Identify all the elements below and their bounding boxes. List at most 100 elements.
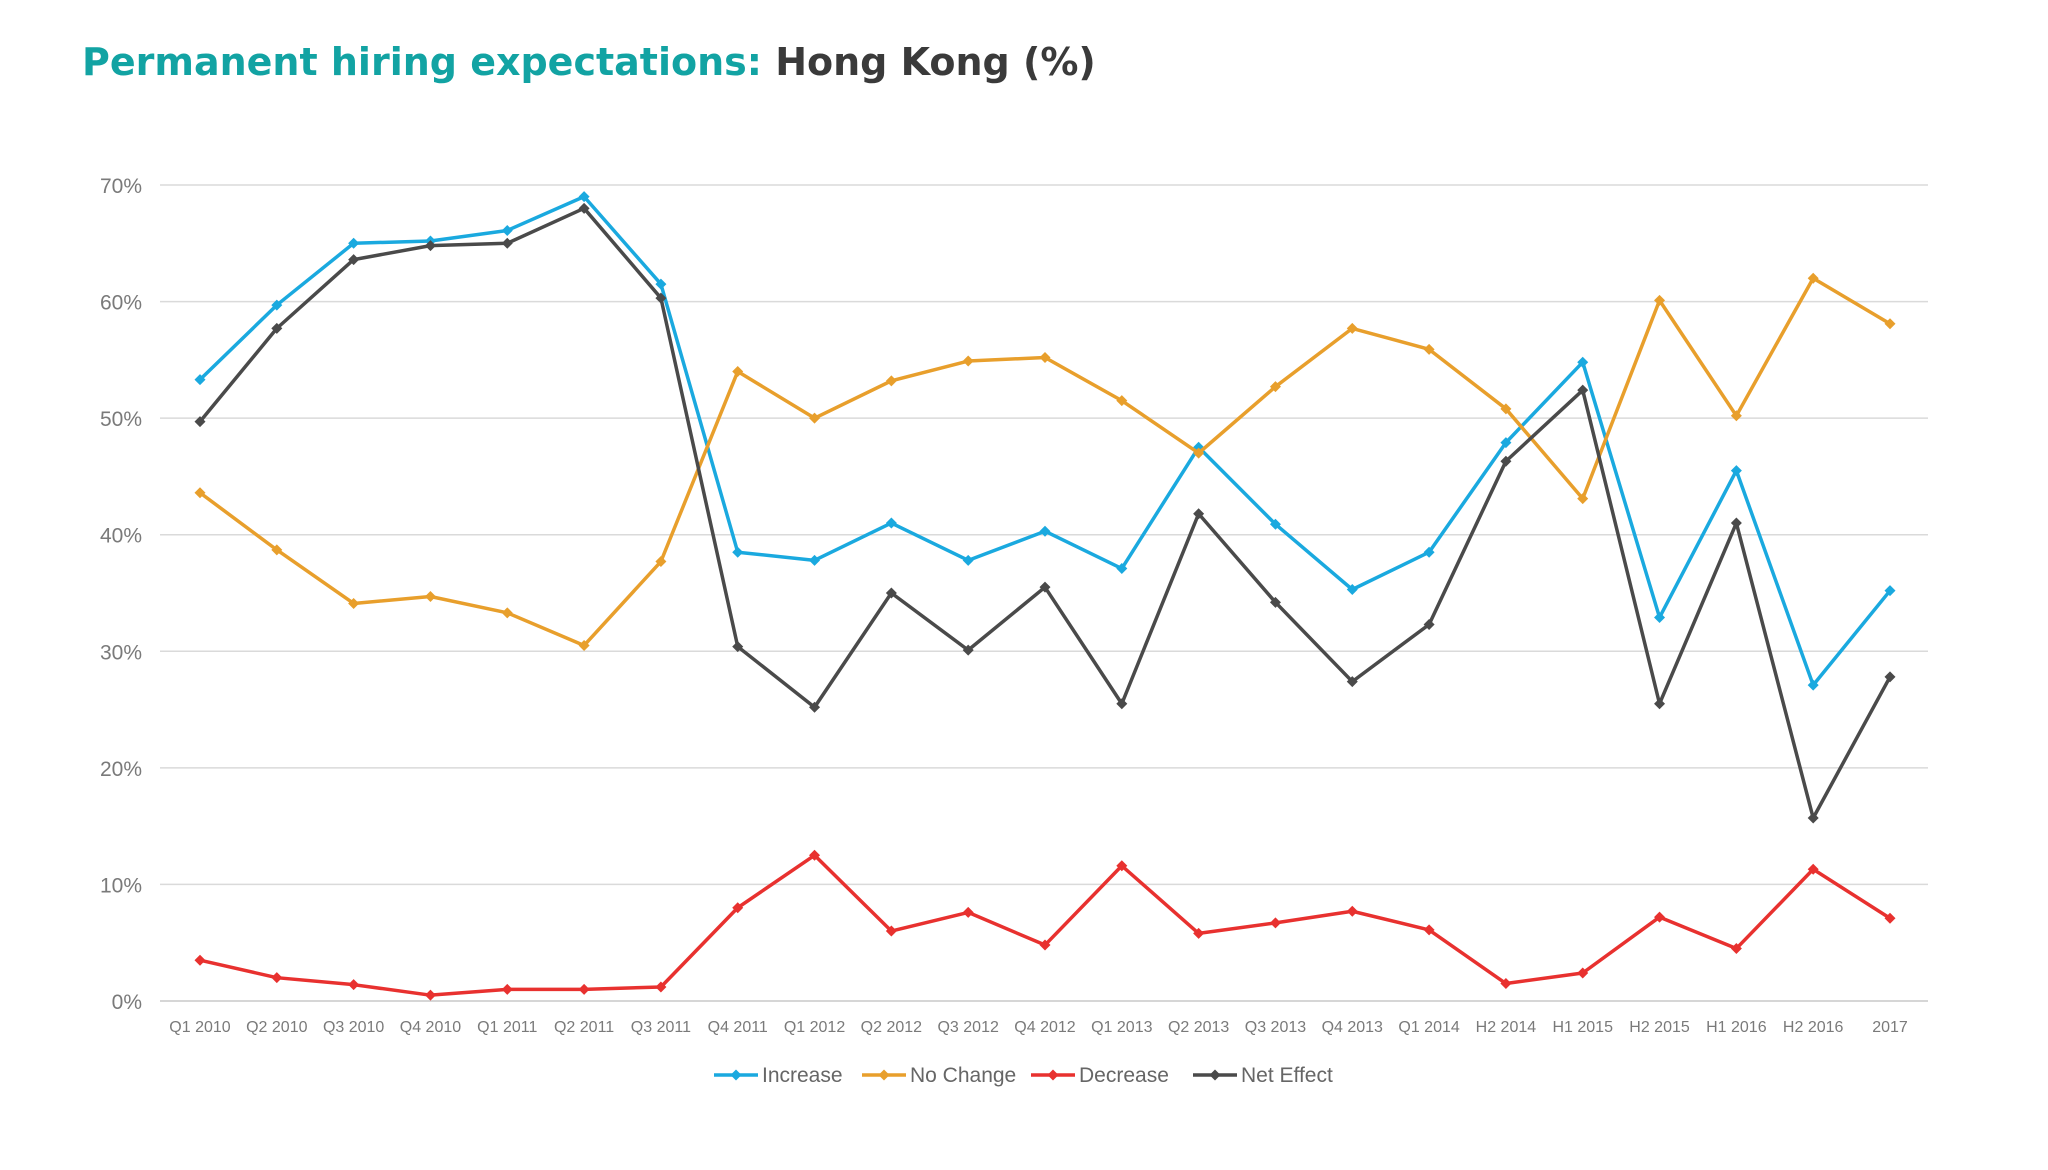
x-tick-label: Q3 2010 [323,1019,384,1036]
data-point [1730,517,1742,529]
data-point [1577,356,1589,368]
data-point [1039,525,1051,537]
series-line [198,853,1892,997]
data-point [1116,698,1128,710]
data-point [1654,611,1666,623]
y-tick-label: 0% [112,991,142,1014]
data-point [1116,563,1128,575]
data-point [885,375,897,387]
data-point [1346,676,1358,688]
x-tick-label: Q4 2012 [1014,1019,1075,1036]
data-point [1807,863,1819,875]
legend-swatch-marker [730,1069,742,1081]
legend-label: Net Effect [1241,1064,1333,1087]
data-point [962,906,974,918]
data-point [809,554,821,566]
data-point [1269,917,1281,929]
legend-label: No Change [910,1064,1016,1087]
x-tick-label: Q2 2010 [246,1019,307,1036]
x-tick-label: Q4 2010 [400,1019,461,1036]
data-point [348,237,360,249]
data-point [885,587,897,599]
x-tick-label: Q1 2014 [1398,1019,1459,1036]
data-point [1654,698,1666,710]
data-point [1577,967,1589,979]
data-point [1654,294,1666,306]
y-tick-label: 70% [100,175,142,198]
data-point [1193,508,1205,520]
data-point [578,639,590,651]
data-point [1730,943,1742,955]
legend-label: Increase [762,1064,843,1087]
data-point [1346,322,1358,334]
y-axis-ticks: 0% 10% 20% 30% 40% 50% 60% 70% [100,175,142,1014]
data-point [1039,581,1051,593]
data-point [655,556,667,568]
data-point [732,366,744,378]
data-point [271,299,283,311]
data-point [348,254,360,266]
legend-swatch-marker [1209,1069,1221,1081]
data-point [655,278,667,290]
legend-item: Increase [714,1064,843,1087]
chart-title: Permanent hiring expectations: Hong Kong… [82,40,1096,84]
data-point [1346,905,1358,917]
data-point [1423,924,1435,936]
data-point [732,641,744,653]
series-line [198,206,1892,820]
data-point [578,983,590,995]
data-point [1269,596,1281,608]
data-point [1884,671,1896,683]
data-point [1730,465,1742,477]
x-tick-label: 2017 [1872,1019,1908,1036]
legend-label: Decrease [1079,1064,1169,1087]
data-point [194,954,206,966]
data-point [194,416,206,428]
legend-swatch-marker [878,1069,890,1081]
x-tick-label: H1 2015 [1552,1019,1613,1036]
series-increase [194,191,1896,691]
data-point [424,240,436,252]
data-point [578,191,590,203]
legend-item: No Change [862,1064,1016,1087]
data-point [1884,912,1896,924]
data-point [655,292,667,304]
legend-item: Net Effect [1193,1064,1333,1087]
data-point [1654,911,1666,923]
legend-item: Decrease [1031,1064,1169,1087]
legend: Increase No Change Decrease Net Effect [714,1064,1333,1087]
x-tick-label: Q1 2013 [1091,1019,1152,1036]
data-point [962,355,974,367]
data-point [1500,978,1512,990]
data-point [194,487,206,499]
x-axis-ticks: Q1 2010 Q2 2010 Q3 2010 Q4 2010 Q1 2011 Q2 20… [169,1019,1908,1036]
x-tick-label: H2 2015 [1629,1019,1690,1036]
x-tick-label: Q3 2011 [631,1019,691,1036]
data-point [578,202,590,214]
series-no-change [194,272,1896,651]
x-tick-label: H1 2016 [1706,1019,1767,1036]
y-tick-label: 60% [100,292,142,315]
data-point [732,902,744,914]
x-tick-label: H2 2016 [1783,1019,1844,1036]
x-tick-label: Q2 2011 [554,1019,614,1036]
x-tick-label: Q2 2012 [861,1019,922,1036]
data-point [809,701,821,713]
data-point [885,925,897,937]
data-point [1423,546,1435,558]
data-point [194,374,206,386]
data-point [1500,403,1512,415]
data-point [501,607,513,619]
data-point [962,644,974,656]
x-tick-label: Q1 2011 [477,1019,537,1036]
data-point [1423,343,1435,355]
x-tick-label: Q4 2011 [708,1019,768,1036]
chart-title-accent: Permanent hiring expectations: [82,40,762,84]
x-tick-label: Q3 2013 [1245,1019,1306,1036]
data-point [885,517,897,529]
x-tick-label: Q2 2013 [1168,1019,1229,1036]
data-point [271,544,283,556]
data-point [1807,812,1819,824]
data-point [1269,381,1281,393]
data-point [501,983,513,995]
